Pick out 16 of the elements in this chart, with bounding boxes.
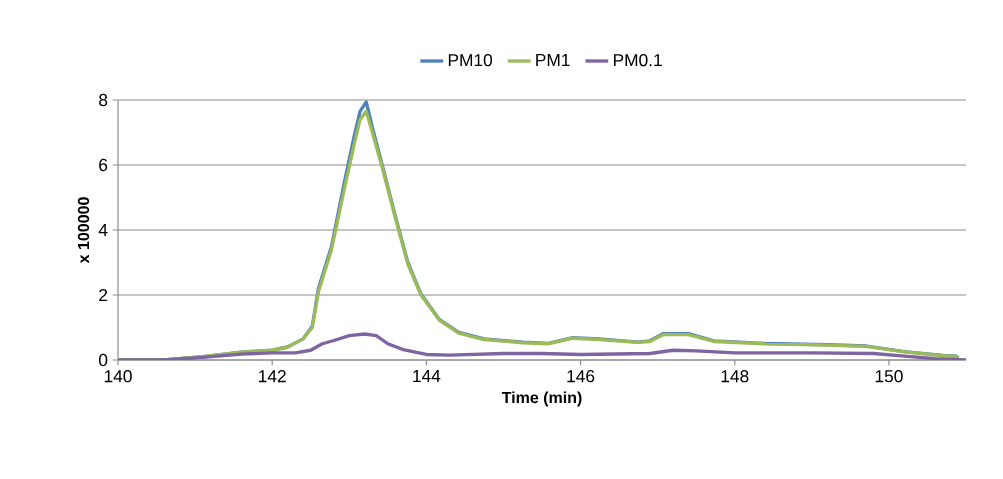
y-tick-label: 2 bbox=[99, 288, 108, 302]
legend-label: PM10 bbox=[448, 53, 493, 67]
x-axis-title: Time (min) bbox=[501, 391, 582, 407]
y-tick-label: 6 bbox=[99, 158, 108, 172]
x-tick-label: 146 bbox=[567, 370, 595, 383]
y-tick-label: 0 bbox=[98, 353, 108, 367]
y-axis-title: x 100000 bbox=[77, 197, 90, 264]
x-tick-label: 140 bbox=[104, 370, 132, 383]
y-tick-label: 4 bbox=[98, 224, 108, 236]
x-tick-label: 150 bbox=[875, 370, 903, 383]
x-tick-label: 148 bbox=[721, 370, 749, 383]
y-tick-label: 8 bbox=[99, 93, 108, 107]
legend-label: PM1 bbox=[536, 54, 570, 66]
x-tick-label: 142 bbox=[259, 370, 286, 383]
x-tick-label: 144 bbox=[413, 370, 441, 382]
legend-label: PM0.1 bbox=[613, 53, 662, 67]
